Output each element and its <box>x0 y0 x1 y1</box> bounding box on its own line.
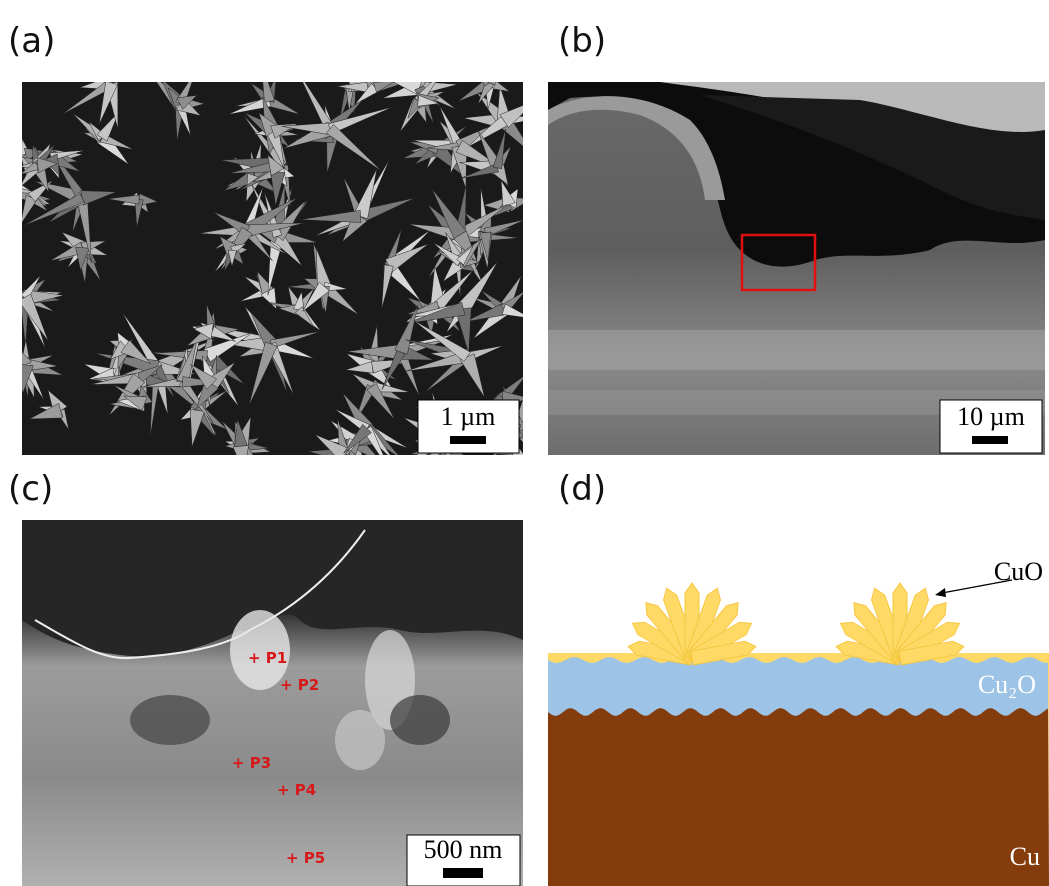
crystal <box>66 47 115 86</box>
panel-label: (c) <box>8 469 53 509</box>
scale-label: 1 µm <box>441 402 496 431</box>
scale-label: 500 nm <box>424 835 503 864</box>
point-label: + P3 <box>232 754 271 772</box>
point-label: + P5 <box>286 849 325 867</box>
arrow-head <box>935 588 946 597</box>
scale-label: 10 µm <box>957 402 1025 431</box>
crystal <box>485 61 498 85</box>
crystal <box>0 286 26 303</box>
point-label: + P1 <box>248 649 287 667</box>
scale-bar <box>443 868 483 878</box>
scale-bar <box>972 436 1008 444</box>
panel-label: (a) <box>8 21 55 61</box>
sem-image-c <box>22 520 523 886</box>
scale-bar <box>450 436 486 444</box>
crystal <box>474 56 496 86</box>
crystal <box>340 454 351 496</box>
layer-label: Cu₂O <box>978 670 1036 699</box>
layer-label: Cu <box>1010 842 1040 871</box>
crystal <box>338 452 359 487</box>
schematic <box>548 653 1049 886</box>
layer-label: CuO <box>994 557 1043 586</box>
figure: (a) (b) (c) (d) 1 µm 10 µm + P1 + P2 + P3 +… <box>0 0 1049 886</box>
point-label: + P4 <box>277 781 316 799</box>
crystal <box>233 445 249 471</box>
panel-label: (b) <box>558 21 606 61</box>
sem-image-b <box>548 82 1045 455</box>
panel-label: (d) <box>558 469 606 509</box>
point-label: + P2 <box>280 676 319 694</box>
